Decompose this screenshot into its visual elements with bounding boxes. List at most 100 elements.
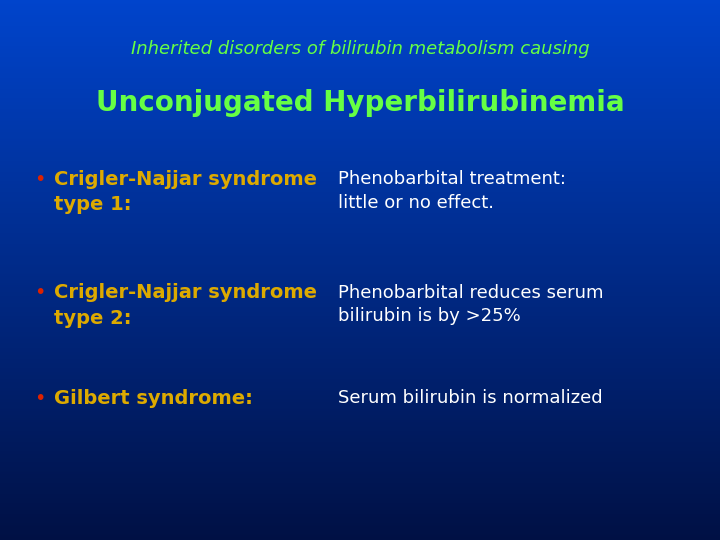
Bar <box>0 301 720 302</box>
Bar <box>0 471 720 474</box>
Bar <box>0 535 720 536</box>
Bar <box>0 299 720 301</box>
Bar <box>0 518 720 520</box>
Bar <box>0 329 720 331</box>
Bar <box>0 153 720 155</box>
Bar <box>0 110 720 112</box>
Bar <box>0 290 720 292</box>
Bar <box>0 511 720 513</box>
Bar <box>0 447 720 448</box>
Bar <box>0 180 720 182</box>
Bar <box>0 454 720 455</box>
Bar <box>0 441 720 443</box>
Bar <box>0 162 720 164</box>
Text: Serum bilirubin is normalized: Serum bilirubin is normalized <box>338 389 603 407</box>
Bar <box>0 293 720 295</box>
Bar <box>0 182 720 184</box>
Bar <box>0 390 720 393</box>
Bar <box>0 191 720 193</box>
Bar <box>0 356 720 358</box>
Bar <box>0 74 720 76</box>
Bar <box>0 416 720 417</box>
Bar <box>0 355 720 356</box>
Bar <box>0 225 720 227</box>
Bar <box>0 295 720 297</box>
Bar <box>0 155 720 157</box>
Bar <box>0 139 720 140</box>
Bar <box>0 93 720 96</box>
Bar <box>0 63 720 65</box>
Text: Phenobarbital reduces serum
bilirubin is by >25%: Phenobarbital reduces serum bilirubin is… <box>338 284 604 325</box>
Bar <box>0 317 720 319</box>
Bar <box>0 315 720 317</box>
Bar <box>0 425 720 427</box>
Bar <box>0 221 720 223</box>
Bar <box>0 407 720 409</box>
Bar <box>0 47 720 49</box>
Bar <box>0 353 720 355</box>
Bar <box>0 488 720 490</box>
Bar <box>0 302 720 304</box>
Bar <box>0 457 720 459</box>
Bar <box>0 513 720 515</box>
Bar <box>0 448 720 450</box>
Bar <box>0 123 720 124</box>
Bar <box>0 421 720 423</box>
Bar <box>0 236 720 238</box>
Bar <box>0 211 720 212</box>
Bar <box>0 243 720 245</box>
Bar <box>0 477 720 479</box>
Bar <box>0 428 720 430</box>
Bar <box>0 409 720 410</box>
Bar <box>0 174 720 177</box>
Bar <box>0 285 720 286</box>
Bar <box>0 117 720 119</box>
Bar <box>0 427 720 428</box>
Bar <box>0 538 720 540</box>
Bar <box>0 517 720 518</box>
Bar <box>0 49 720 50</box>
Bar <box>0 333 720 335</box>
Bar <box>0 322 720 324</box>
Bar <box>0 99 720 101</box>
Bar <box>0 463 720 464</box>
Bar <box>0 2 720 4</box>
Bar <box>0 520 720 522</box>
Bar <box>0 275 720 277</box>
Bar <box>0 135 720 137</box>
Text: Gilbert syndrome:: Gilbert syndrome: <box>54 389 253 408</box>
Bar <box>0 187 720 189</box>
Bar <box>0 270 720 272</box>
Bar <box>0 88 720 90</box>
Bar <box>0 434 720 436</box>
Bar <box>0 248 720 250</box>
Bar <box>0 378 720 380</box>
Bar <box>0 279 720 281</box>
Bar <box>0 18 720 20</box>
Bar <box>0 34 720 36</box>
Bar <box>0 468 720 470</box>
Bar <box>0 439 720 441</box>
Bar <box>0 178 720 180</box>
Bar <box>0 525 720 528</box>
Bar <box>0 313 720 315</box>
Bar <box>0 482 720 484</box>
Bar <box>0 385 720 387</box>
Bar <box>0 61 720 63</box>
Bar <box>0 241 720 243</box>
Bar <box>0 405 720 407</box>
Bar <box>0 452 720 454</box>
Bar <box>0 146 720 147</box>
Bar <box>0 158 720 160</box>
Text: Crigler-Najjar syndrome
type 1:: Crigler-Najjar syndrome type 1: <box>54 170 317 214</box>
Bar <box>0 506 720 508</box>
Bar <box>0 461 720 463</box>
Bar <box>0 259 720 261</box>
Bar <box>0 420 720 421</box>
Bar <box>0 495 720 497</box>
Bar <box>0 504 720 506</box>
Bar <box>0 207 720 209</box>
Bar <box>0 522 720 524</box>
Bar <box>0 363 720 366</box>
Bar <box>0 432 720 434</box>
